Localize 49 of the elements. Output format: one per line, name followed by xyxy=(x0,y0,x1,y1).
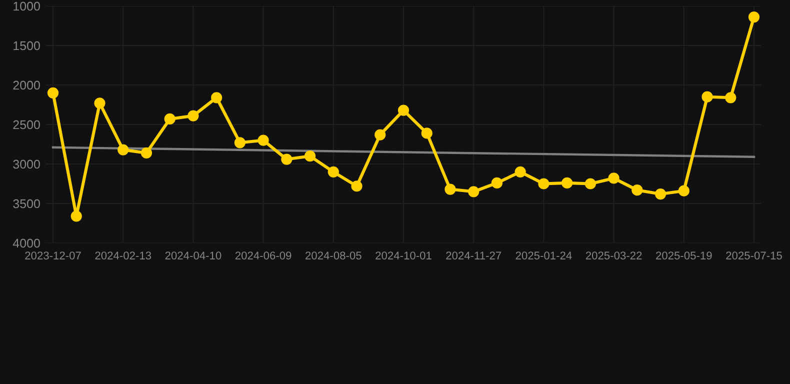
x-tick-label: 2024-02-13 xyxy=(95,252,152,260)
point xyxy=(748,12,760,23)
y-tick-label: 2500 xyxy=(13,120,40,130)
point xyxy=(491,177,503,189)
point xyxy=(328,166,339,178)
y-tick-label: 3000 xyxy=(13,160,40,169)
y-tick-label: 1000 xyxy=(14,2,40,11)
x-tick-label: 2024-11-27 xyxy=(446,252,502,260)
point xyxy=(140,147,152,158)
point xyxy=(468,186,480,198)
point xyxy=(654,188,666,200)
point xyxy=(444,184,456,195)
point xyxy=(514,166,526,178)
point xyxy=(47,87,59,98)
y-tick-label: 3500 xyxy=(13,199,40,208)
point xyxy=(258,134,269,146)
y-tick-label: 2000 xyxy=(13,80,40,90)
point xyxy=(351,180,362,192)
point xyxy=(421,128,432,139)
point xyxy=(398,104,410,116)
point xyxy=(211,92,222,104)
point xyxy=(725,92,736,104)
x-tick-label: 2025-01-24 xyxy=(516,252,572,260)
x-tick-label: 2024-08-05 xyxy=(306,252,362,260)
x-tick-label: 2023-12-07 xyxy=(25,252,81,260)
point xyxy=(164,113,176,125)
y-tick-label: 1500 xyxy=(14,41,40,50)
x-tick-label: 2024-10-01 xyxy=(376,252,432,260)
point xyxy=(608,172,620,184)
point xyxy=(632,184,643,196)
point xyxy=(281,154,292,165)
x-tick-label: 2025-05-19 xyxy=(656,252,712,260)
point xyxy=(118,144,129,156)
point xyxy=(374,129,386,140)
point xyxy=(188,110,199,122)
point xyxy=(678,185,690,196)
x-tick-label: 2025-03-22 xyxy=(586,252,642,260)
point xyxy=(584,178,596,190)
point xyxy=(234,137,246,148)
point xyxy=(70,210,82,222)
y-tick-label: 4000 xyxy=(12,238,40,248)
point xyxy=(562,177,573,189)
point xyxy=(538,178,550,190)
x-tick-label: 2024-04-10 xyxy=(165,252,222,260)
point xyxy=(94,98,106,109)
point xyxy=(702,91,713,102)
x-tick-label: 2025-07-15 xyxy=(726,252,782,260)
point xyxy=(304,150,316,162)
x-tick-label: 2024-06-09 xyxy=(235,252,292,260)
